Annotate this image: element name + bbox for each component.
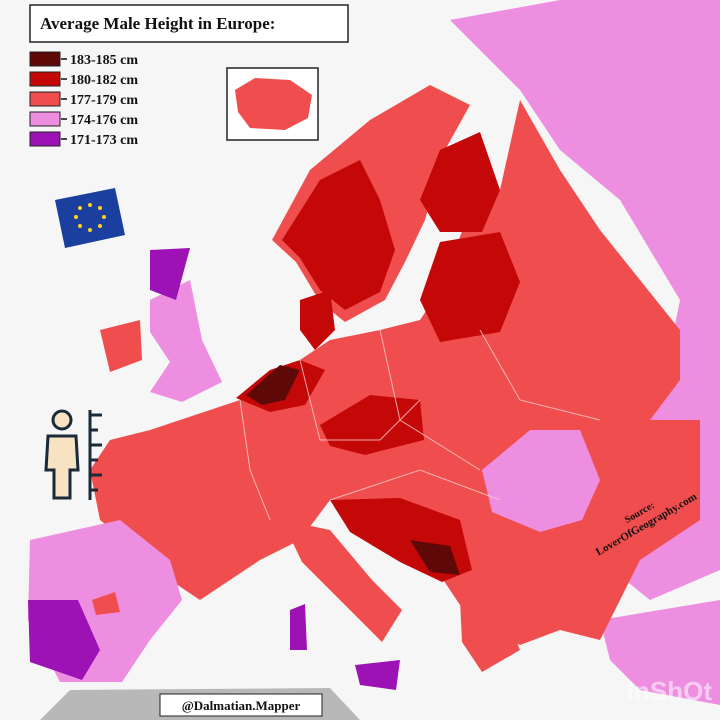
region-italy	[282, 520, 402, 642]
region-greece	[460, 600, 520, 672]
eu-flag	[55, 188, 125, 248]
region-norway-sweden	[282, 160, 395, 310]
region-denmark	[300, 290, 335, 350]
country-borders	[239, 329, 601, 521]
region-portugal	[28, 600, 100, 680]
region-turkey	[600, 600, 720, 705]
region-finland	[420, 132, 500, 232]
region-netherlands	[246, 365, 300, 405]
region-iceland	[235, 78, 312, 130]
legend-label: 171-173 cm	[70, 133, 138, 148]
legend: 183-185 cm 180-182 cm 177-179 cm 174-176 cm…	[29, 51, 138, 148]
watermark: InShOt	[627, 676, 713, 706]
region-montenegro	[410, 540, 460, 575]
region-ukraine	[482, 430, 600, 532]
height-icon	[44, 409, 102, 500]
region-iberia-spot	[92, 592, 120, 615]
legend-swatch	[29, 131, 61, 147]
region-britain	[150, 280, 222, 402]
legend-swatch	[29, 71, 61, 87]
legend-label: 183-185 cm	[70, 53, 138, 68]
credit-box	[159, 693, 323, 717]
legend-swatch	[29, 51, 61, 67]
region-scotland	[150, 248, 190, 300]
legend-label: 174-176 cm	[70, 113, 138, 128]
region-sicily	[355, 660, 400, 690]
region-ireland	[100, 320, 142, 372]
legend-label: 180-182 cm	[70, 73, 138, 88]
legend-label: 177-179 cm	[70, 93, 138, 108]
legend-swatch	[29, 111, 61, 127]
eu-stars	[74, 203, 106, 232]
legend-swatch	[29, 91, 61, 107]
region-sardinia	[290, 604, 307, 650]
title: Average Male Height in Europe:	[40, 14, 275, 33]
title-box	[29, 4, 349, 43]
region-baltics	[420, 232, 520, 342]
credit: @Dalmatian.Mapper	[182, 698, 301, 713]
